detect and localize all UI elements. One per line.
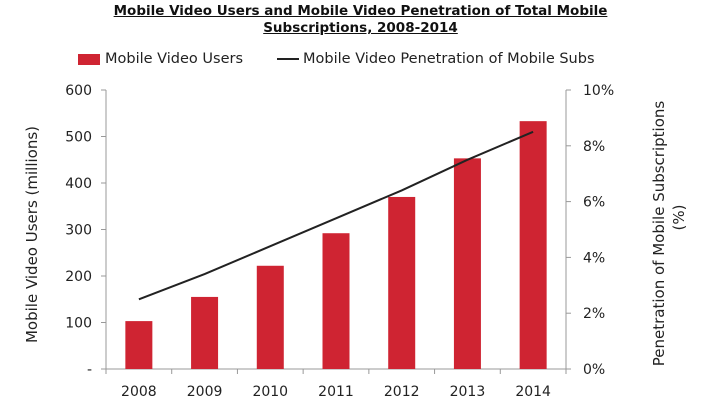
legend-line-swatch [277,58,300,60]
x-tick-label: 2010 [252,384,288,400]
right-axis-title-line-2: (%) [670,205,688,231]
penetration-line [138,130,534,301]
left-tick-label: 400 [65,176,92,192]
left-tick-label: 100 [65,316,92,332]
bar-2008 [125,321,153,369]
left-tick-label: 600 [65,83,92,99]
bar-2011 [322,233,350,369]
legend-item-bars: Mobile Video Users [78,51,243,67]
bar-2012 [388,196,416,369]
left-axis-title: Mobile Video Users (millions) [23,126,41,343]
bar-2010 [256,265,284,369]
x-tick-label: 2009 [187,384,223,400]
right-tick-label: 0% [583,362,605,378]
legend: Mobile Video Users Mobile Video Penetrat… [78,49,595,69]
x-tick-label: 2014 [515,384,551,400]
bar-2013 [453,158,481,369]
right-tick-label: 8% [583,139,605,155]
x-tick-label: 2008 [121,384,157,400]
right-tick-label: 10% [583,83,614,99]
bar-2009 [191,296,219,369]
bar-2014 [519,121,547,369]
chart-title: Mobile Video Users and Mobile Video Pene… [0,3,721,37]
right-axis-title-line-1: Penetration of Mobile Subscriptions [650,101,668,367]
right-tick-label: 6% [583,195,605,211]
left-tick-label: 500 [65,130,92,146]
left-tick-label: - [87,362,92,378]
legend-bar-swatch [78,53,100,65]
left-tick-label: 300 [65,223,92,239]
legend-label-bars: Mobile Video Users [105,51,244,67]
chart-title-line-1: Mobile Video Users and Mobile Video Pene… [113,3,608,19]
chart-title-line-2: Subscriptions, 2008-2014 [263,20,458,36]
x-tick-label: 2012 [384,384,420,400]
legend-item-line: Mobile Video Penetration of Mobile Subs [277,51,595,67]
legend-label-line: Mobile Video Penetration of Mobile Subs [303,51,595,67]
right-tick-label: 4% [583,250,605,266]
left-tick-label: 200 [65,269,92,285]
right-tick-label: 2% [583,306,605,322]
x-tick-label: 2013 [450,384,486,400]
x-tick-label: 2011 [318,384,354,400]
